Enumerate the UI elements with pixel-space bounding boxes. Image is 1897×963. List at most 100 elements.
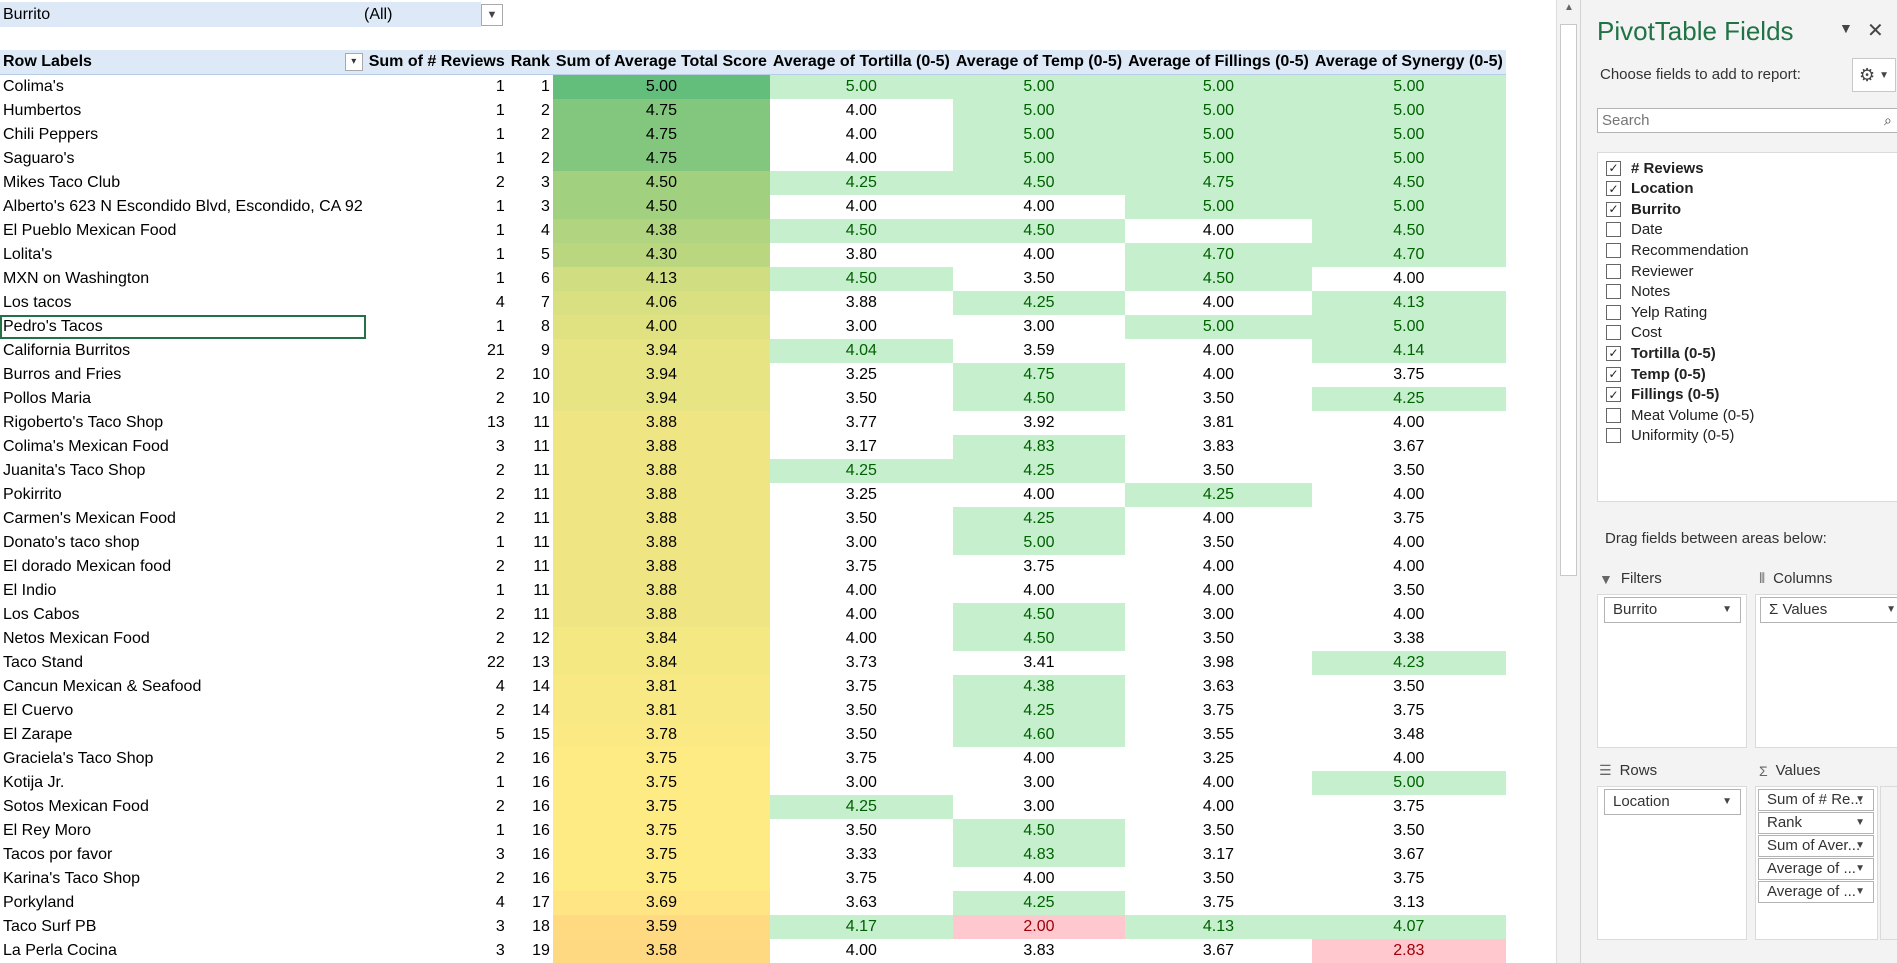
columns-area[interactable]: Σ Values ▼ xyxy=(1755,594,1897,748)
table-row[interactable]: El Indio 1 11 3.88 4.00 4.00 4.00 3.50 xyxy=(0,579,1506,603)
synergy-cell[interactable]: 4.70 xyxy=(1311,243,1506,267)
tortilla-cell[interactable]: 4.00 xyxy=(845,126,877,143)
temp-cell[interactable]: 4.00 xyxy=(1023,870,1055,887)
row-label-cell[interactable]: Taco Stand xyxy=(3,654,84,671)
rank-cell[interactable]: 12 xyxy=(532,630,550,647)
synergy-cell[interactable]: 4.25 xyxy=(1311,387,1506,411)
tortilla-cell[interactable]: 3.00 xyxy=(845,774,877,791)
row-label-cell[interactable]: Pollos Maria xyxy=(3,390,92,407)
tortilla-cell[interactable]: 3.00 xyxy=(845,534,877,551)
rank-cell[interactable]: 14 xyxy=(532,702,550,719)
tortilla-cell[interactable]: 4.00 xyxy=(845,606,877,623)
columns-pill-values[interactable]: Σ Values ▼ xyxy=(1760,597,1897,623)
avg-total-score-cell[interactable]: 4.75 xyxy=(552,123,770,147)
checkbox-empty-icon[interactable] xyxy=(1606,325,1621,341)
synergy-cell[interactable]: 3.75 xyxy=(1393,702,1425,719)
field-item[interactable]: ✓ Fillings (0-5) xyxy=(1606,384,1719,406)
avg-total-score-cell[interactable]: 3.75 xyxy=(552,843,770,867)
tortilla-cell[interactable]: 3.63 xyxy=(845,894,877,911)
synergy-cell[interactable]: 4.00 xyxy=(1393,270,1425,287)
checkbox-checked-icon[interactable]: ✓ xyxy=(1606,201,1621,217)
chevron-down-icon[interactable]: ▼ xyxy=(1855,817,1865,828)
table-row[interactable]: Cancun Mexican & Seafood 4 14 3.81 3.75 4.38 3… xyxy=(0,675,1506,699)
reviews-cell[interactable]: 2 xyxy=(495,366,505,383)
avg-total-score-cell[interactable]: 3.75 xyxy=(552,795,770,819)
table-row[interactable]: Pokirrito 2 11 3.88 3.25 4.00 4.25 4.00 xyxy=(0,483,1506,507)
reviews-cell[interactable]: 1 xyxy=(495,318,505,335)
table-row[interactable]: Donato's taco shop 1 11 3.88 3.00 5.00 3.50 4.0… xyxy=(0,531,1506,555)
reviews-cell[interactable]: 1 xyxy=(495,222,505,239)
table-row[interactable]: Alberto's 623 N Escondido Blvd, Escondid… xyxy=(0,195,1506,219)
temp-cell[interactable]: 4.00 xyxy=(1023,198,1055,215)
reviews-cell[interactable]: 1 xyxy=(495,822,505,839)
synergy-cell[interactable]: 4.50 xyxy=(1311,219,1506,243)
rows-area[interactable]: Location ▼ xyxy=(1597,786,1747,940)
header-avg-total-score[interactable]: Sum of Average Total Score xyxy=(552,50,770,75)
row-label-cell[interactable]: Donato's taco shop xyxy=(3,534,140,551)
reviews-cell[interactable]: 2 xyxy=(495,558,505,575)
table-row[interactable]: Juanita's Taco Shop 2 11 3.88 4.25 4.25 3.50 3.… xyxy=(0,459,1506,483)
reviews-cell[interactable]: 2 xyxy=(495,870,505,887)
temp-cell[interactable]: 5.00 xyxy=(952,123,1126,147)
tortilla-cell[interactable]: 4.50 xyxy=(769,219,953,243)
tortilla-cell[interactable]: 3.73 xyxy=(845,654,877,671)
rank-cell[interactable]: 7 xyxy=(540,294,550,311)
checkbox-empty-icon[interactable] xyxy=(1606,242,1621,258)
chevron-down-icon[interactable]: ▼ xyxy=(1855,794,1865,805)
field-item[interactable]: Recommendation xyxy=(1606,239,1749,261)
reviews-cell[interactable]: 3 xyxy=(495,942,505,959)
avg-total-score-cell[interactable]: 3.75 xyxy=(552,771,770,795)
values-area-scrollbar[interactable] xyxy=(1880,786,1897,940)
reviews-cell[interactable]: 2 xyxy=(495,462,505,479)
field-item[interactable]: Cost xyxy=(1606,322,1662,344)
table-row[interactable]: Karina's Taco Shop 2 16 3.75 3.75 4.00 3.50 3.7… xyxy=(0,867,1506,891)
row-label-cell[interactable]: El Indio xyxy=(3,582,57,599)
table-row[interactable]: Colima's Mexican Food 3 11 3.88 3.17 4.83 3.83… xyxy=(0,435,1506,459)
rank-cell[interactable]: 11 xyxy=(533,510,550,527)
synergy-cell[interactable]: 5.00 xyxy=(1311,315,1506,339)
row-label-cell[interactable]: Pedro's Tacos xyxy=(0,315,366,339)
filters-area[interactable]: Burrito ▼ xyxy=(1597,594,1747,748)
table-row[interactable]: Kotija Jr. 1 16 3.75 3.00 3.00 4.00 5.00 xyxy=(0,771,1506,795)
avg-total-score-cell[interactable]: 3.75 xyxy=(552,819,770,843)
row-label-cell[interactable]: Humbertos xyxy=(3,102,82,119)
synergy-cell[interactable]: 2.83 xyxy=(1311,939,1506,963)
tortilla-cell[interactable]: 4.00 xyxy=(845,582,877,599)
temp-cell[interactable]: 3.75 xyxy=(1023,558,1055,575)
values-pill[interactable]: Average of ... ▼ xyxy=(1758,858,1874,880)
reviews-cell[interactable]: 13 xyxy=(486,414,505,431)
temp-cell[interactable]: 4.50 xyxy=(952,219,1126,243)
fillings-cell[interactable]: 5.00 xyxy=(1125,123,1312,147)
table-row[interactable]: Pedro's Tacos 1 8 4.00 3.00 3.00 5.00 5.00 xyxy=(0,315,1506,339)
synergy-cell[interactable]: 4.13 xyxy=(1311,291,1506,315)
fillings-cell[interactable]: 4.00 xyxy=(1202,366,1235,383)
temp-cell[interactable]: 4.60 xyxy=(952,723,1126,747)
temp-cell[interactable]: 4.00 xyxy=(1023,750,1055,767)
rank-cell[interactable]: 3 xyxy=(540,198,550,215)
synergy-cell[interactable]: 4.00 xyxy=(1393,606,1425,623)
avg-total-score-cell[interactable]: 3.84 xyxy=(552,651,770,675)
table-row[interactable]: Netos Mexican Food 2 12 3.84 4.00 4.50 3.50 3.3… xyxy=(0,627,1506,651)
reviews-cell[interactable]: 1 xyxy=(495,270,505,287)
scroll-up-icon[interactable]: ▲ xyxy=(1564,2,1574,13)
fillings-cell[interactable]: 5.00 xyxy=(1125,147,1312,171)
avg-total-score-cell[interactable]: 4.75 xyxy=(552,99,770,123)
fillings-cell[interactable]: 3.67 xyxy=(1202,942,1235,959)
fillings-cell[interactable]: 3.63 xyxy=(1202,678,1235,695)
temp-cell[interactable]: 5.00 xyxy=(952,147,1126,171)
header-synergy[interactable]: Average of Synergy (0-5) xyxy=(1311,50,1506,75)
tortilla-cell[interactable]: 3.50 xyxy=(845,822,877,839)
fillings-cell[interactable]: 3.50 xyxy=(1202,462,1235,479)
avg-total-score-cell[interactable]: 3.94 xyxy=(552,363,770,387)
synergy-cell[interactable]: 3.75 xyxy=(1393,798,1425,815)
fillings-cell[interactable]: 4.00 xyxy=(1202,582,1235,599)
tortilla-cell[interactable]: 3.50 xyxy=(845,702,877,719)
synergy-cell[interactable]: 3.75 xyxy=(1393,366,1425,383)
reviews-cell[interactable]: 4 xyxy=(495,678,505,695)
rank-cell[interactable]: 1 xyxy=(540,78,550,95)
temp-cell[interactable]: 4.25 xyxy=(952,459,1126,483)
synergy-cell[interactable]: 4.00 xyxy=(1393,750,1425,767)
table-row[interactable]: Los tacos 4 7 4.06 3.88 4.25 4.00 4.13 xyxy=(0,291,1506,315)
row-label-cell[interactable]: California Burritos xyxy=(3,342,131,359)
table-row[interactable]: El Zarape 5 15 3.78 3.50 4.60 3.55 3.48 xyxy=(0,723,1506,747)
